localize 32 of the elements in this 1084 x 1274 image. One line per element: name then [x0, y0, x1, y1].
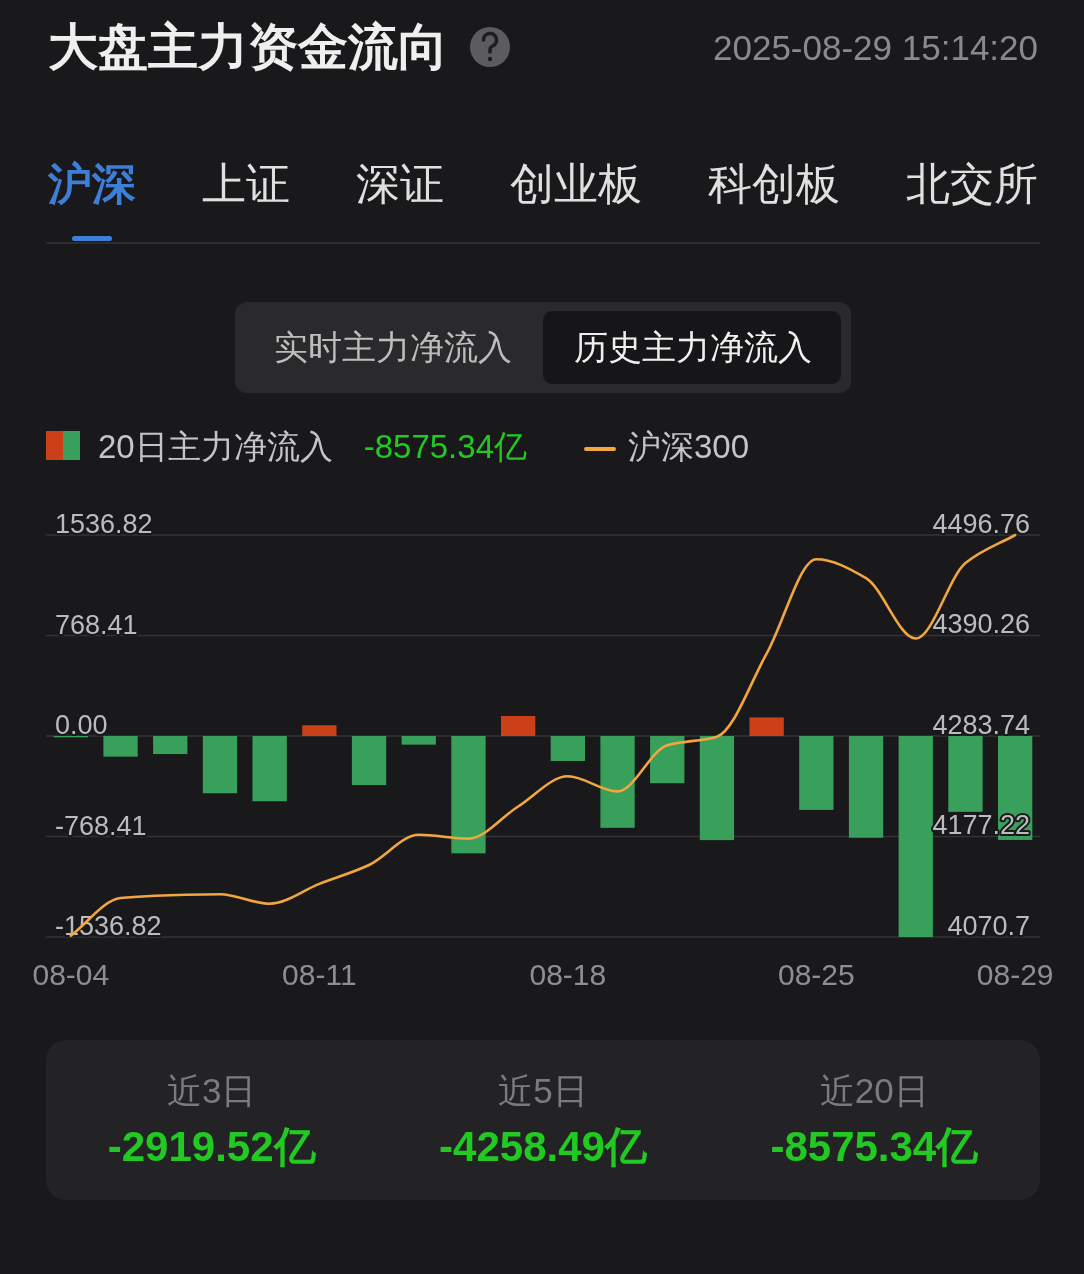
- text: 历史主力净流入: [574, 328, 812, 366]
- text: 北交所: [906, 158, 1038, 208]
- text: 近20日: [819, 1070, 929, 1110]
- y-tick-label: 1536.82: [55, 509, 153, 539]
- text: 上证: [202, 158, 290, 208]
- text: 科创板: [708, 158, 840, 208]
- y2-tick-label: 4496.76: [932, 509, 1030, 539]
- x-tick-label: 08-04: [32, 957, 110, 991]
- text: -2919.52亿: [107, 1122, 317, 1170]
- text: 实时主力净流入: [274, 328, 512, 366]
- text: 大盘主力资金流向: [48, 19, 448, 75]
- x-tick-label: 08-29: [976, 957, 1054, 991]
- legend-label: 沪深300: [628, 427, 750, 465]
- text: 近3日: [166, 1070, 257, 1110]
- text: -8575.34亿: [770, 1122, 980, 1170]
- text: 创业板: [510, 158, 642, 208]
- y-tick-label: -768.41: [55, 810, 147, 841]
- text: 近5日: [498, 1070, 588, 1110]
- x-tick-label: 08-11: [282, 957, 357, 991]
- text: 沪深: [47, 158, 136, 208]
- y-tick-label: 768.41: [55, 609, 138, 640]
- text: 2025-08-29 15:14:20: [713, 27, 1038, 67]
- text: -4258.49亿: [439, 1122, 648, 1170]
- legend-label: 20日主力净流入: [98, 427, 333, 465]
- x-tick-label: 08-18: [529, 957, 607, 991]
- y2-tick-label: 4070.7: [947, 911, 1030, 941]
- x-tick-label: 08-25: [777, 957, 855, 991]
- y2-tick-label: 4390.26: [932, 609, 1030, 640]
- text: -8575.34亿: [363, 427, 527, 465]
- text: 深证: [356, 158, 444, 208]
- y2-tick-label: 4283.74: [932, 709, 1030, 740]
- y-tick-label: 0.00: [55, 710, 108, 740]
